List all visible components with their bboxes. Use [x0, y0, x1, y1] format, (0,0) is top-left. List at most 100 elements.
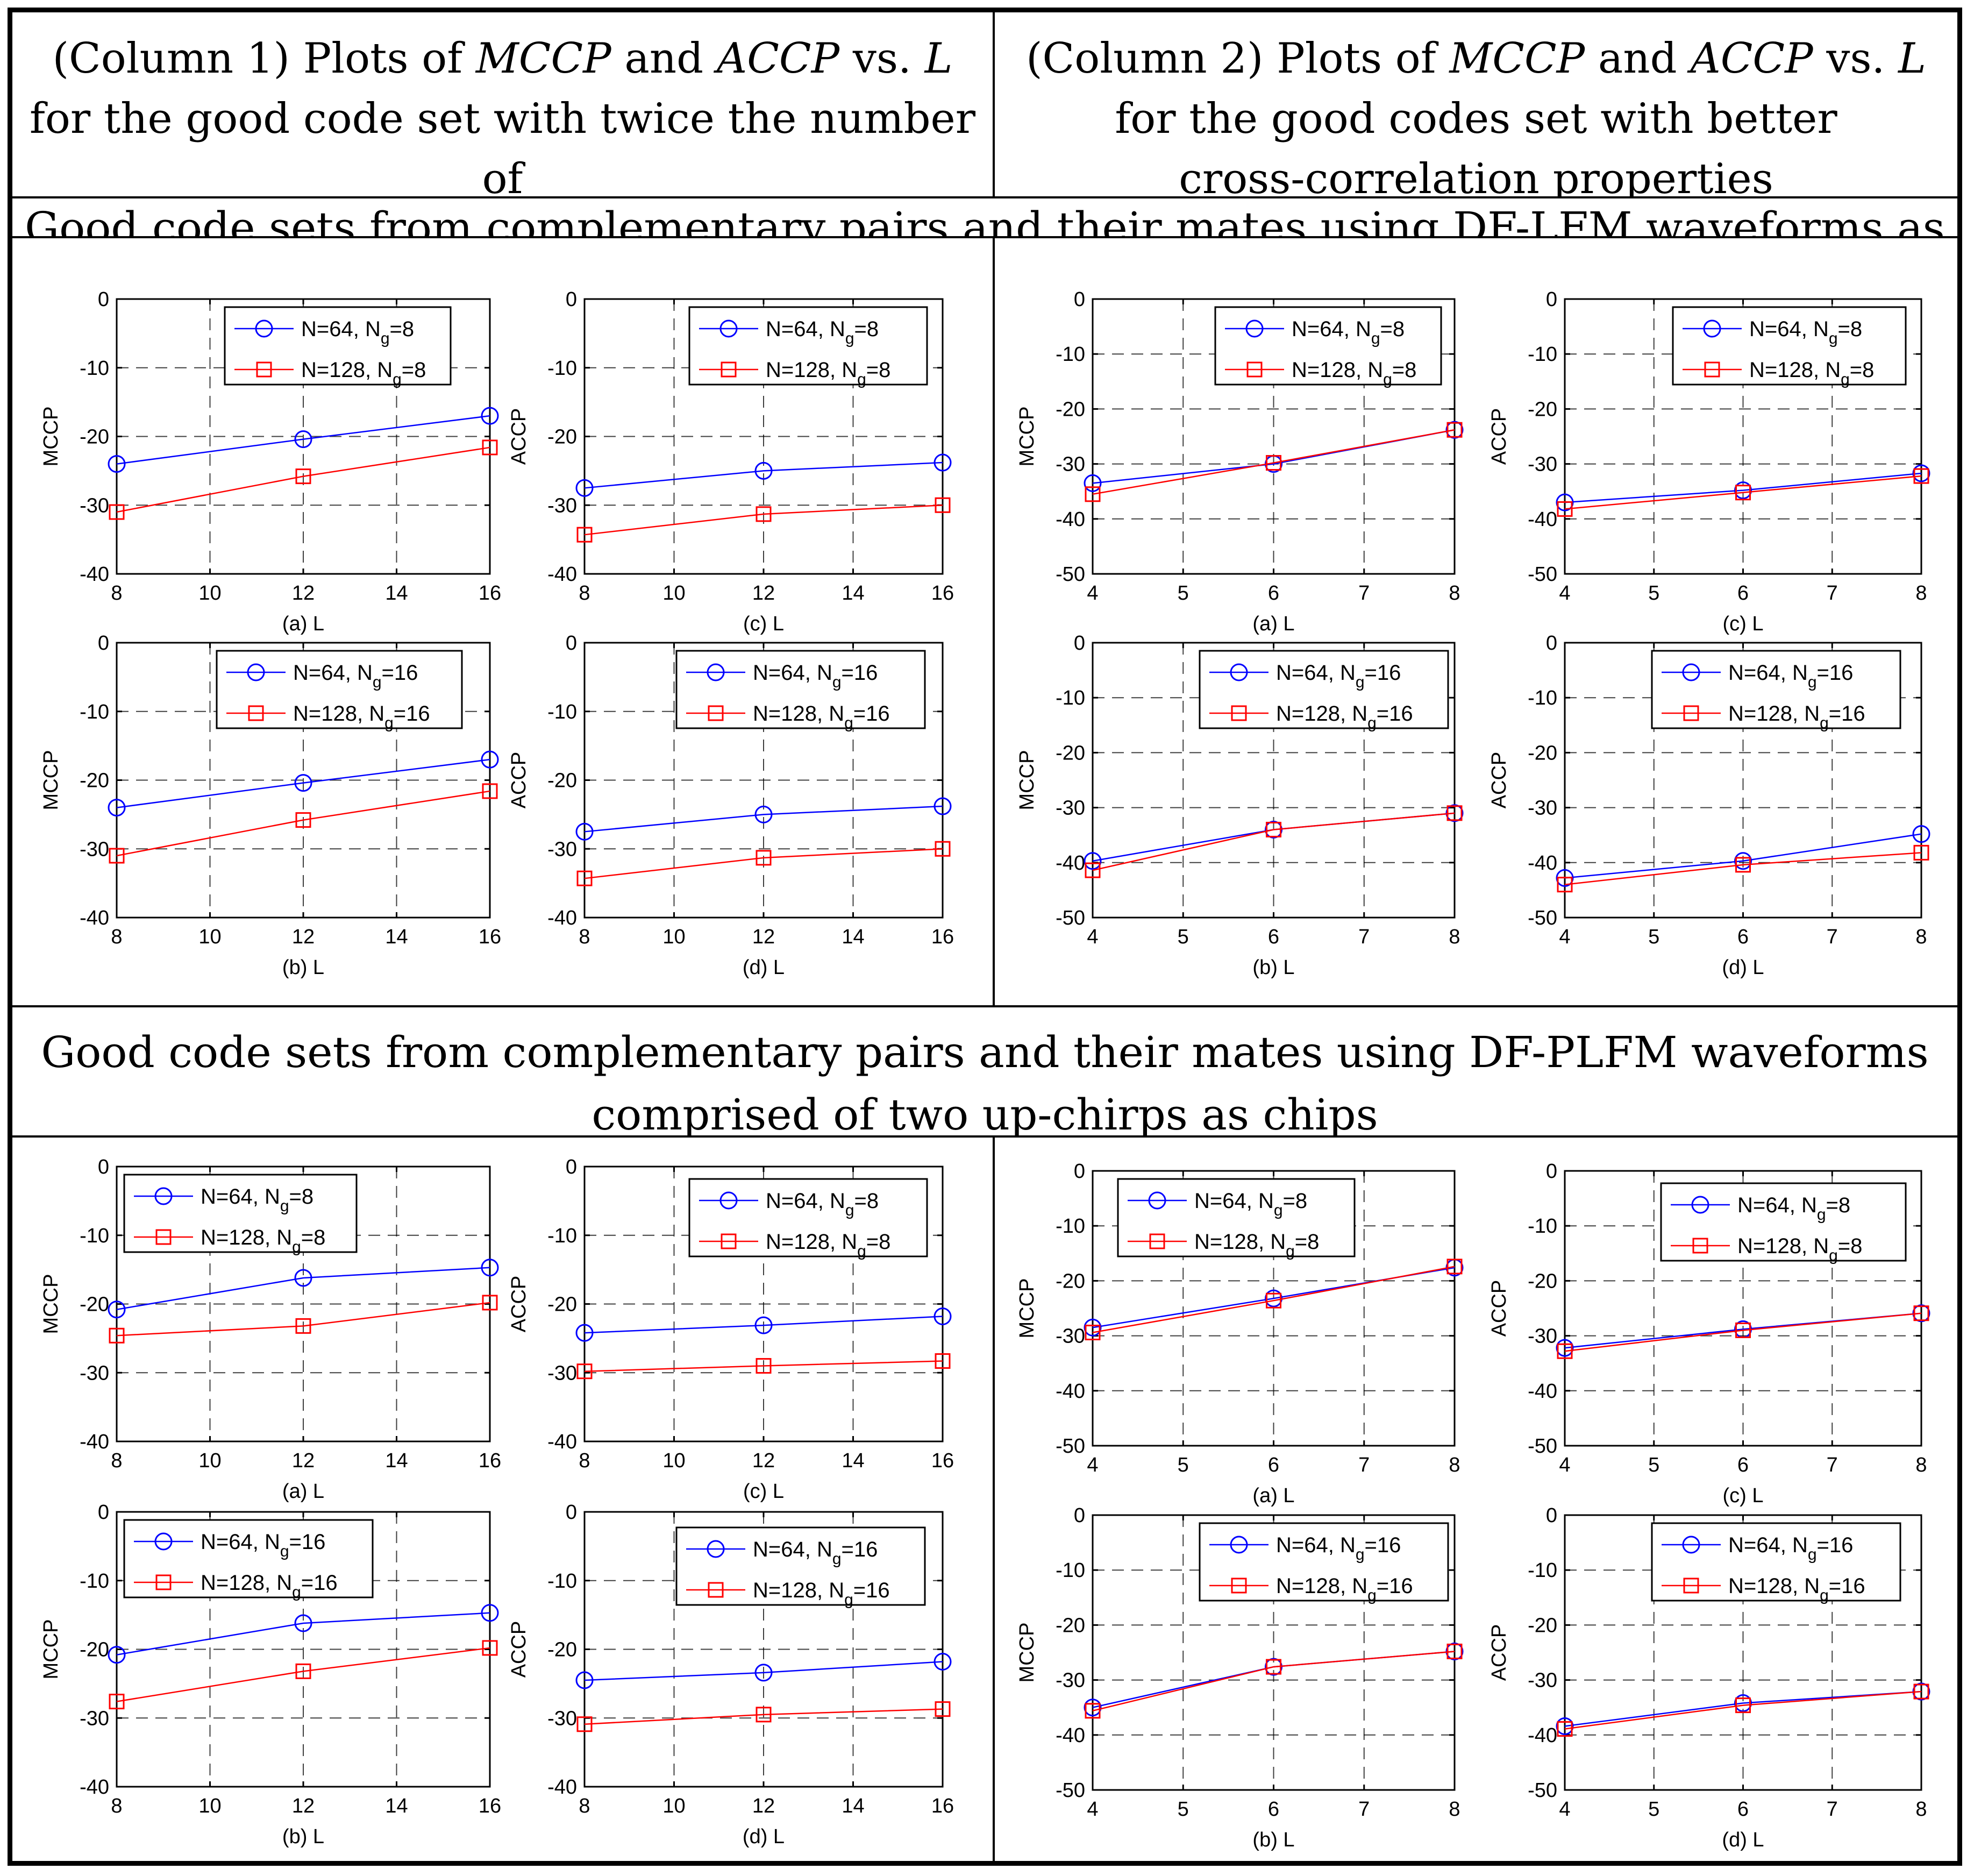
x-tick-label: 4: [1559, 1454, 1570, 1476]
data-point-b: [1557, 1343, 1573, 1359]
legend-label-tail: =16: [1365, 661, 1401, 685]
data-point-b: [756, 850, 772, 866]
y-tick-label: -10: [1528, 1215, 1557, 1238]
legend-label-tail: =16: [853, 702, 890, 726]
series-line-a: [584, 1316, 943, 1334]
x-tick-label: 16: [931, 582, 954, 605]
legend-label: N=128, Ng=16: [1728, 702, 1865, 732]
y-tick-label: -20: [1056, 1614, 1085, 1637]
legend-label-main: N=128, N: [1737, 1234, 1829, 1258]
legend-label: N=128, Ng=8: [1194, 1230, 1319, 1260]
y-tick-label: -40: [547, 1431, 577, 1453]
legend-label-sub: g: [1820, 714, 1829, 732]
legend: N=64, Ng=8N=128, Ng=8: [1672, 306, 1907, 388]
column-1-header: (Column 1) Plots of MCCP and ACCP vs. L …: [12, 29, 993, 269]
x-axis-label: (b) L: [282, 1825, 324, 1848]
x-tick-label: 8: [111, 1449, 122, 1472]
data-point-a: [481, 750, 499, 769]
legend-entry: N=128, Ng=16: [686, 702, 890, 732]
legend-label-main: N=128, N: [766, 1230, 857, 1254]
legend-label-tail: =8: [854, 1189, 879, 1213]
legend-entry: N=128, Ng=8: [1671, 1234, 1862, 1264]
y-tick-label: -40: [547, 563, 577, 586]
legend-label-sub: g: [857, 1242, 866, 1260]
legend-marker: [719, 1191, 738, 1210]
series-line-b: [1564, 1312, 1922, 1352]
y-tick-label: -20: [1528, 1614, 1557, 1637]
x-tick-label: 10: [662, 926, 685, 948]
y-axis-label: ACCP: [508, 1621, 530, 1678]
y-tick-label: 0: [1546, 288, 1557, 311]
data-point-a: [481, 1604, 499, 1622]
x-tick-label: 4: [1559, 1798, 1570, 1821]
legend-label-sub: g: [1829, 330, 1838, 347]
y-tick-label: -40: [80, 1431, 109, 1453]
legend-label-tail: =8: [1838, 1234, 1863, 1258]
legend-label: N=128, Ng=8: [1292, 358, 1416, 388]
legend-marker: [1149, 1233, 1165, 1249]
column-2-header-line-2: for the good codes set with better: [1115, 95, 1837, 143]
y-tick-label: -50: [1056, 1435, 1085, 1458]
legend-label: N=64, Ng=16: [1276, 661, 1401, 691]
data-point-b: [935, 497, 951, 513]
data-point-b: [109, 504, 125, 520]
legend-label-sub: g: [384, 714, 394, 732]
x-tick-label: 8: [1915, 926, 1927, 948]
y-tick-label: -10: [80, 357, 109, 380]
legend-label-main: N=64, N: [1728, 661, 1808, 685]
x-tick-label: 8: [579, 1449, 590, 1472]
y-axis-label: ACCP: [508, 1276, 530, 1333]
y-tick-label: -30: [1528, 453, 1557, 476]
legend-entry: N=128, Ng=16: [1662, 702, 1865, 732]
x-tick-label: 6: [1737, 582, 1749, 605]
legend-marker: [1683, 1577, 1699, 1594]
x-axis-label: (a) L: [282, 1480, 324, 1503]
y-tick-label: -40: [1056, 852, 1085, 875]
legend-marker: [1231, 1577, 1247, 1594]
legend: N=64, Ng=16N=128, Ng=16: [1651, 1522, 1901, 1604]
data-point-b: [935, 1701, 951, 1717]
y-tick-label: -30: [80, 494, 109, 517]
data-point-b: [482, 439, 498, 456]
x-tick-label: 12: [292, 1795, 315, 1817]
legend-label-sub: g: [280, 1197, 289, 1215]
x-tick-label: 7: [1358, 582, 1370, 605]
legend-label-tail: =16: [842, 1538, 878, 1561]
column-2-header-cell: (Column 2) Plots of MCCP and ACCP vs. L …: [993, 10, 1959, 203]
legend-marker: [154, 1532, 173, 1551]
y-tick-label: -50: [1528, 1435, 1557, 1458]
data-point-a: [575, 1671, 594, 1689]
legend-label-main: N=128, N: [293, 702, 384, 726]
legend-marker: [1246, 361, 1263, 378]
legend-entry: N=64, Ng=16: [1662, 1533, 1853, 1564]
legend-label-main: N=128, N: [1292, 358, 1383, 382]
y-tick-label: -20: [1528, 1270, 1557, 1292]
legend-entry: N=128, Ng=16: [134, 1571, 338, 1601]
legend-entry: N=64, Ng=8: [134, 1185, 313, 1215]
y-tick-label: 0: [98, 1156, 109, 1178]
series-line-b: [116, 1647, 490, 1702]
legend-label-sub: g: [1367, 1587, 1377, 1604]
legend-label: N=128, Ng=8: [766, 1230, 890, 1260]
y-tick-label: -40: [1056, 508, 1085, 531]
legend-label: N=128, Ng=16: [201, 1571, 338, 1601]
legend-entry: N=64, Ng=16: [1662, 661, 1853, 691]
data-point-a: [754, 461, 773, 480]
legend-label: N=64, Ng=16: [753, 661, 878, 691]
legend-entry: N=64, Ng=8: [1683, 317, 1862, 347]
y-tick-label: -40: [1056, 1724, 1085, 1747]
legend-label-tail: =8: [1283, 1189, 1308, 1213]
series-line-a: [584, 461, 943, 489]
data-point-a: [575, 479, 594, 497]
y-axis-label: MCCP: [1016, 1623, 1038, 1683]
y-axis-label: MCCP: [40, 1619, 62, 1680]
y-axis-label: MCCP: [1016, 407, 1038, 467]
legend-label-sub: g: [1817, 1206, 1826, 1224]
legend: N=64, Ng=8N=128, Ng=8: [688, 1178, 928, 1260]
data-point-b: [295, 1663, 311, 1679]
